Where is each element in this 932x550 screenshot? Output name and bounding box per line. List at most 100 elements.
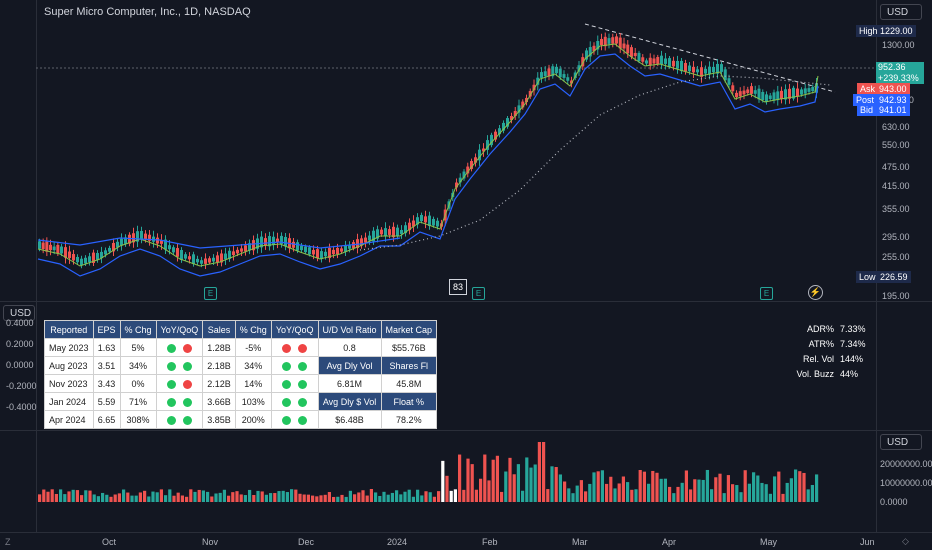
candle bbox=[757, 88, 761, 100]
table-row: Aug 2023 3.51 34% 2.18B 34% Avg Dly Vol Shar… bbox=[44, 356, 438, 375]
candle bbox=[532, 84, 536, 91]
candle bbox=[56, 244, 60, 254]
price-chart[interactable] bbox=[0, 0, 932, 300]
candle bbox=[750, 86, 753, 94]
candle bbox=[96, 253, 99, 260]
side-header-cell: Shares Fl bbox=[380, 356, 438, 375]
candle bbox=[490, 134, 493, 146]
green-dot-icon bbox=[281, 379, 291, 389]
osc-currency-button[interactable]: USD bbox=[3, 305, 35, 321]
candle bbox=[384, 228, 387, 236]
candle bbox=[696, 69, 699, 73]
volume-bar bbox=[663, 478, 667, 502]
price-tick: 550.00 bbox=[882, 140, 910, 150]
candle bbox=[160, 240, 163, 244]
table-row: Jan 2024 5.59 71% 3.66B 103% Avg Dly $ Vol F… bbox=[44, 392, 438, 411]
volume-bar bbox=[710, 489, 714, 502]
volume-chart[interactable] bbox=[0, 431, 876, 532]
volume-bar bbox=[768, 493, 772, 502]
volume-bar bbox=[634, 489, 638, 502]
candle bbox=[577, 65, 581, 72]
bid-value: 941.01 bbox=[876, 104, 910, 116]
candle bbox=[128, 234, 131, 244]
volume-bar bbox=[479, 478, 483, 502]
eps-cell: 3.51 bbox=[92, 356, 121, 375]
candle bbox=[494, 131, 497, 140]
side-header-cell: Float % bbox=[380, 392, 438, 411]
osc-tick: -0.4000 bbox=[6, 402, 37, 412]
volume-bar bbox=[550, 466, 554, 502]
candle bbox=[344, 245, 347, 252]
table-header: EPS bbox=[92, 320, 121, 339]
stat-row: Rel. Vol 144% bbox=[790, 354, 863, 364]
candle bbox=[380, 229, 383, 235]
volume-bar bbox=[336, 496, 340, 502]
table-row: Nov 2023 3.43 0% 2.12B 14% 6.81M 45.8M bbox=[44, 374, 438, 393]
candle bbox=[815, 83, 818, 93]
post-label: Post bbox=[853, 94, 878, 106]
volume-bar bbox=[621, 476, 625, 502]
sales-yoy-qoq-cell bbox=[270, 392, 319, 411]
volume-bar bbox=[735, 485, 739, 502]
volume-currency-button[interactable]: USD bbox=[880, 434, 922, 450]
candle bbox=[664, 58, 667, 64]
currency-button[interactable]: USD bbox=[880, 4, 922, 20]
candle bbox=[668, 58, 671, 67]
sales-yoy-qoq-cell bbox=[270, 374, 319, 393]
volume-tick: 0.0000 bbox=[880, 497, 908, 507]
candle bbox=[428, 215, 431, 226]
volume-bar bbox=[470, 464, 474, 502]
candle bbox=[592, 45, 596, 52]
volume-bar bbox=[777, 471, 781, 502]
ma-fast-line bbox=[37, 43, 819, 267]
volume-bar bbox=[306, 494, 310, 502]
volume-bar bbox=[630, 489, 634, 502]
green-dot-icon bbox=[281, 361, 291, 371]
volume-bar bbox=[164, 495, 168, 502]
earnings-marker-icon[interactable]: E bbox=[204, 287, 217, 300]
lightning-icon[interactable]: ⚡ bbox=[808, 285, 823, 300]
time-tick: May bbox=[760, 537, 778, 547]
candle bbox=[600, 38, 603, 46]
candle bbox=[240, 248, 243, 252]
volume-bar bbox=[382, 491, 386, 502]
candle bbox=[570, 80, 573, 84]
candle bbox=[455, 182, 458, 188]
volume-bar bbox=[613, 488, 617, 502]
osc-tick: -0.2000 bbox=[6, 381, 37, 391]
volume-bar bbox=[428, 492, 432, 502]
eps-yoy-qoq-cell bbox=[155, 374, 204, 393]
stat-value: 7.34% bbox=[840, 339, 866, 349]
candle bbox=[316, 249, 319, 259]
volume-bar bbox=[214, 493, 218, 502]
volume-bar bbox=[567, 488, 571, 502]
volume-bar bbox=[651, 470, 655, 502]
candle bbox=[41, 242, 45, 250]
candle bbox=[731, 85, 735, 92]
volume-bar bbox=[332, 496, 336, 502]
candle bbox=[470, 161, 473, 169]
sales-cell: 3.66B bbox=[202, 392, 236, 411]
candle bbox=[388, 229, 391, 235]
corner-left-icon[interactable]: Z bbox=[5, 537, 11, 547]
corner-right-icon[interactable]: ◇ bbox=[902, 536, 909, 546]
osc-tick: 0.0000 bbox=[6, 360, 34, 370]
candle bbox=[562, 74, 566, 78]
earnings-marker-icon[interactable]: E bbox=[760, 287, 773, 300]
volume-bar bbox=[298, 493, 302, 502]
candle bbox=[540, 72, 543, 78]
table-header: Sales bbox=[202, 320, 236, 339]
candle bbox=[312, 249, 315, 255]
candle bbox=[474, 157, 477, 163]
volume-bar bbox=[176, 492, 180, 502]
volume-bar bbox=[659, 478, 663, 502]
candle bbox=[408, 222, 411, 231]
eps-chg-cell: 5% bbox=[119, 338, 157, 357]
candle bbox=[528, 90, 532, 97]
bars-count-marker[interactable]: 83 bbox=[449, 279, 467, 295]
volume-bar bbox=[143, 490, 147, 502]
candle bbox=[525, 97, 528, 103]
candle bbox=[308, 247, 311, 255]
earnings-marker-icon[interactable]: E bbox=[472, 287, 485, 300]
candle bbox=[252, 240, 255, 251]
